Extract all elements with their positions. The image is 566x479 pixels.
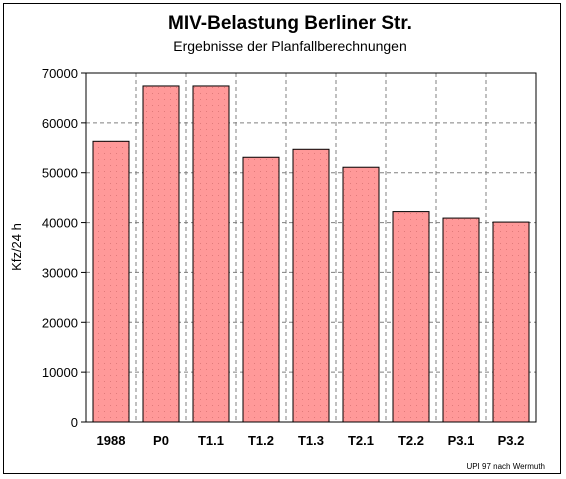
x-category-label: 1988 bbox=[97, 433, 126, 448]
bar bbox=[342, 166, 380, 423]
source-credit: UPI 97 nach Wermuth bbox=[466, 462, 545, 471]
chart-subtitle: Ergebnisse der Planfallberechnungen bbox=[173, 38, 407, 54]
x-category-label: T1.3 bbox=[298, 433, 324, 448]
bar bbox=[492, 221, 530, 423]
bar bbox=[92, 140, 130, 423]
plot-area: 0 10000 20000 30000 40000 50000 60000 70000 1988… bbox=[42, 66, 537, 448]
y-axis-label: Kfz/24 h bbox=[9, 223, 24, 271]
x-category-label: T1.2 bbox=[248, 433, 274, 448]
y-tick-label: 40000 bbox=[42, 216, 78, 231]
x-category-label: T1.1 bbox=[198, 433, 224, 448]
chart-title: MIV-Belastung Berliner Str. bbox=[168, 13, 412, 34]
x-category-label: T2.2 bbox=[398, 433, 424, 448]
y-tick-label: 20000 bbox=[42, 315, 78, 330]
bar bbox=[192, 85, 230, 423]
x-category-label: T2.1 bbox=[348, 433, 374, 448]
y-tick-label: 50000 bbox=[42, 166, 78, 181]
bar bbox=[442, 217, 480, 423]
x-category-label: P0 bbox=[153, 433, 169, 448]
plot-border bbox=[85, 72, 537, 423]
x-category-label: P3.2 bbox=[498, 433, 525, 448]
x-category-label: P3.1 bbox=[448, 433, 475, 448]
bar bbox=[142, 85, 180, 423]
y-tick-label: 70000 bbox=[42, 66, 78, 81]
bar bbox=[392, 211, 430, 423]
bar bbox=[242, 156, 280, 423]
bar bbox=[292, 148, 330, 423]
y-tick-label: 10000 bbox=[42, 365, 78, 380]
y-tick-label: 60000 bbox=[42, 116, 78, 131]
y-tick-label: 0 bbox=[71, 415, 78, 430]
y-tick-label: 30000 bbox=[42, 265, 78, 280]
